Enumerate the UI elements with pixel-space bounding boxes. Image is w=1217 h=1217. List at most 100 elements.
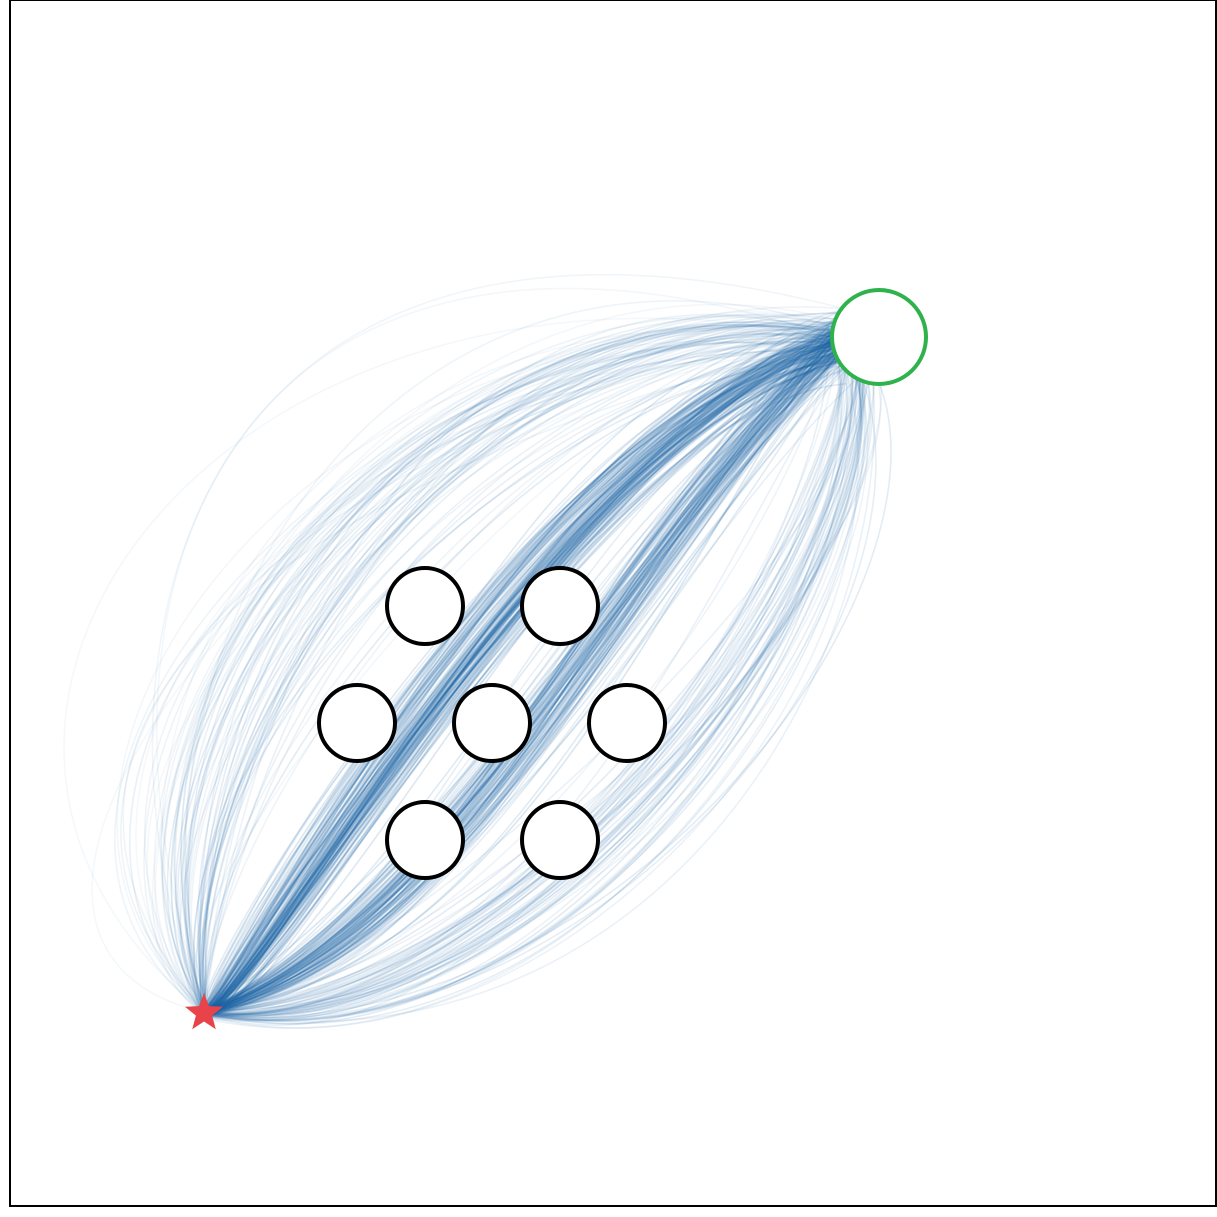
obstacle-circle (520, 566, 600, 646)
trajectory-path (205, 349, 876, 1017)
trajectory-path (203, 319, 858, 1017)
trajectory-path (203, 354, 860, 1020)
trajectory-path (205, 325, 830, 1016)
trajectory-path (202, 358, 841, 1013)
trajectory-path (203, 345, 863, 1014)
trajectory-path (205, 337, 841, 1018)
trajectory-path (170, 328, 856, 1016)
trajectory-path (202, 382, 847, 1016)
start-star-icon (185, 993, 223, 1030)
trajectory-path (201, 332, 829, 1015)
trajectory-bundle (63, 274, 892, 1029)
trajectory-path (202, 339, 832, 1014)
trajectory-path (173, 333, 862, 1012)
trajectory-path (205, 331, 852, 1015)
trajectory-path (202, 359, 847, 1011)
trajectory-path (203, 305, 864, 1016)
trajectory-path (185, 320, 839, 1014)
trajectory-path (205, 332, 841, 1013)
trajectory-path (203, 313, 843, 1015)
trajectory-path (184, 321, 859, 1013)
trajectory-path (200, 342, 859, 1015)
trajectory-path (188, 323, 847, 1015)
trajectory-path (199, 344, 857, 1012)
trajectory-path (205, 326, 861, 1016)
trajectory-path (200, 338, 841, 1015)
trajectory-path (173, 303, 845, 1011)
trajectory-path (202, 346, 850, 1013)
trajectory-path (201, 314, 855, 1011)
trajectory-path (204, 324, 841, 1014)
trajectory-path (201, 343, 845, 1014)
trajectory-path (201, 330, 845, 1011)
trajectory-path (208, 325, 853, 1017)
trajectory-path (204, 329, 861, 1014)
trajectory-path (208, 337, 847, 1017)
trajectory-path (206, 333, 841, 1012)
trajectory-path (201, 357, 846, 1010)
trajectory-path (202, 323, 839, 1015)
trajectory-path (205, 356, 855, 1017)
trajectory-path (204, 337, 854, 1012)
trajectory-path (204, 340, 870, 1015)
trajectory-path (203, 344, 866, 1017)
trajectory-path (201, 360, 869, 1014)
trajectory-path (196, 341, 861, 1016)
trajectory-path (151, 331, 851, 1016)
trajectory-path (198, 325, 848, 1013)
trajectory-path (202, 330, 858, 1011)
trajectory-path (205, 339, 854, 1017)
trajectory-path (201, 351, 861, 1019)
trajectory-path (202, 331, 846, 1018)
trajectory-path (202, 327, 843, 1014)
trajectory-path (205, 337, 866, 1011)
trajectory-path (199, 330, 854, 1010)
trajectory-path (202, 336, 845, 1011)
trajectory-path (207, 352, 851, 1014)
trajectory-path (203, 319, 851, 1016)
trajectory-path (202, 340, 867, 1025)
trajectory-path (200, 337, 854, 1012)
trajectory-path (135, 334, 843, 1011)
trajectory-path (204, 324, 853, 1015)
trajectory-path (197, 311, 852, 1016)
obstacle-group (317, 566, 667, 880)
trajectory-path (207, 334, 853, 1012)
trajectory-path (205, 335, 858, 1010)
trajectory-path (203, 338, 871, 1013)
trajectory-path (200, 338, 848, 1015)
trajectory-path (199, 323, 848, 1017)
trajectory-path (204, 338, 855, 1012)
trajectory-path (200, 344, 847, 1012)
trajectory-path (180, 340, 855, 1013)
trajectory-path (207, 328, 854, 1012)
trajectory-path (204, 343, 850, 1015)
trajectory-path (204, 320, 846, 1015)
trajectory-path (205, 336, 856, 1013)
trajectory-path (203, 349, 842, 1020)
trajectory-path (202, 337, 862, 1019)
trajectory-path (201, 318, 852, 1012)
trajectory-path (203, 350, 862, 1015)
trajectory-path (197, 320, 850, 1013)
trajectory-path (204, 340, 860, 1012)
trajectory-path (200, 338, 840, 1016)
trajectory-path (206, 330, 858, 1014)
trajectory-path (203, 349, 854, 1016)
trajectory-path (202, 339, 867, 1013)
trajectory-path (202, 345, 850, 1013)
trajectory-path (203, 345, 846, 1013)
trajectory-path (202, 336, 858, 1013)
trajectory-path (200, 348, 848, 1016)
trajectory-path (128, 343, 827, 1022)
trajectory-path (205, 352, 869, 1015)
obstacle-circle (385, 566, 465, 646)
trajectory-path (202, 343, 857, 1011)
trajectory-path (91, 320, 860, 1014)
trajectory-path (205, 350, 851, 1013)
trajectory-path (206, 319, 859, 1015)
trajectory-path (204, 336, 857, 1020)
trajectory-path (204, 334, 854, 1017)
trajectory-path (203, 351, 849, 1014)
trajectory-path (201, 327, 840, 1014)
